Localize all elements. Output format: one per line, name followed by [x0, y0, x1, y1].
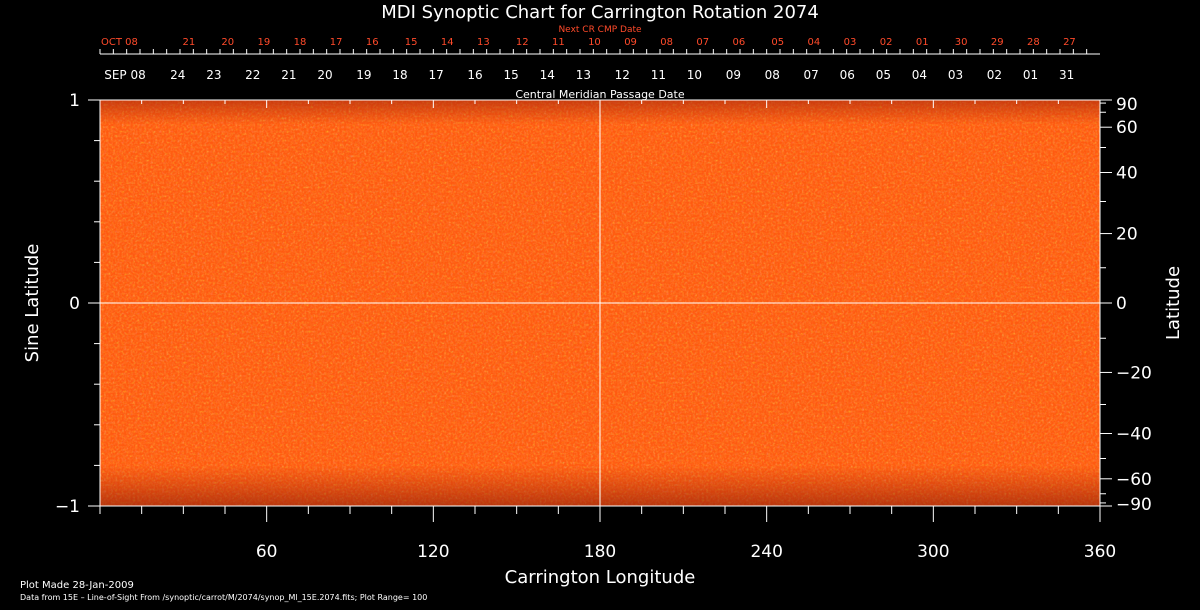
cmp-date-label: 21 [281, 68, 296, 82]
cmp-date-label: 12 [615, 68, 630, 82]
y-axis-right-label: Latitude [1163, 266, 1184, 340]
top-date-label: 11 [552, 37, 565, 48]
top-date-label: 16 [366, 37, 379, 48]
top-date-label: 10 [588, 37, 601, 48]
x-axis: 60 120 180 240 300 360 Carrington Longitude [99, 100, 1116, 588]
cmp-date-axis-title: Central Meridian Passage Date [515, 88, 684, 101]
top-axis-title: Next CR CMP Date [558, 25, 642, 35]
cmp-date-label: 14 [540, 68, 555, 82]
top-date-label: 27 [1063, 37, 1076, 48]
top-date-label: 09 [624, 37, 637, 48]
top-date-label: 02 [880, 37, 893, 48]
cmp-date-label: 20 [317, 68, 332, 82]
top-date-label: 19 [258, 37, 271, 48]
x-tick-label: 240 [750, 542, 782, 562]
x-tick-label: 120 [417, 542, 449, 562]
cmp-date-label: 08 [765, 68, 780, 82]
y-left-tick-label: 0 [69, 294, 80, 314]
cmp-date-label: 02 [987, 68, 1002, 82]
cmp-date-label: 15 [503, 68, 518, 82]
cmp-date-label: 07 [803, 68, 818, 82]
y-right-tick-label: −90 [1116, 495, 1152, 515]
top-date-label: 21 [183, 37, 196, 48]
x-tick-label: 180 [584, 542, 616, 562]
top-date-label: 18 [294, 37, 307, 48]
cmp-date-label: 11 [651, 68, 666, 82]
grid-lines [100, 100, 1100, 506]
cmp-date-label: 16 [467, 68, 482, 82]
chart-title: MDI Synoptic Chart for Carrington Rotati… [381, 2, 819, 23]
cmp-date-label: 22 [245, 68, 260, 82]
cmp-date-axis: SEP 08 24 23 22 21 20 19 18 17 16 15 14 13 12 11 10 09 08… [104, 68, 1074, 101]
y-right-tick-label: 40 [1116, 164, 1138, 184]
y-right-tick-label: −20 [1116, 363, 1152, 383]
top-date-label: 05 [771, 37, 784, 48]
top-date-label: 28 [1027, 37, 1040, 48]
y-right-tick-label: 90 [1116, 95, 1138, 115]
cmp-date-label: SEP 08 [104, 68, 146, 82]
cmp-date-label: 18 [392, 68, 407, 82]
top-date-label: 08 [660, 37, 673, 48]
x-tick-label: 360 [1084, 542, 1116, 562]
y-right-tick-label: 60 [1116, 118, 1138, 138]
y-right-tick-label: 20 [1116, 225, 1138, 245]
y-left-tick-label: 1 [69, 91, 80, 111]
top-date-label: 14 [441, 37, 454, 48]
cmp-date-label: 10 [687, 68, 702, 82]
y-right-tick-label: −60 [1116, 470, 1152, 490]
top-date-label: 12 [516, 37, 529, 48]
top-date-label: 04 [808, 37, 821, 48]
top-date-label: 01 [916, 37, 929, 48]
cmp-date-label: 04 [912, 68, 927, 82]
top-date-label: 17 [330, 37, 343, 48]
cmp-date-label: 05 [876, 68, 891, 82]
cmp-date-label: 01 [1023, 68, 1038, 82]
top-date-label: 20 [221, 37, 234, 48]
cmp-date-label: 03 [948, 68, 963, 82]
cmp-date-label: 19 [356, 68, 371, 82]
y-left-tick-label: −1 [55, 497, 80, 517]
cmp-date-label: 23 [206, 68, 221, 82]
cmp-date-label: 17 [428, 68, 443, 82]
y-axis-right: 90 60 40 20 0 −20 −40 −60 −90 Latitude [1100, 95, 1184, 515]
data-source-note: Data from 15E – Line-of-Sight From /syno… [20, 593, 427, 602]
y-axis-left-label: Sine Latitude [22, 244, 43, 363]
cmp-date-label: 06 [840, 68, 855, 82]
cmp-date-label: 13 [576, 68, 591, 82]
x-axis-label: Carrington Longitude [505, 567, 696, 588]
cmp-date-label: 31 [1059, 68, 1074, 82]
top-date-label: 07 [696, 37, 709, 48]
top-date-label: 06 [733, 37, 746, 48]
plot-made-note: Plot Made 28-Jan-2009 [20, 580, 134, 591]
top-date-axis: OCT 08 21 20 19 18 17 16 15 14 13 12 11 10 09 08 07 06 05… [99, 37, 1100, 55]
y-right-tick-label: 0 [1116, 294, 1127, 314]
x-tick-label: 60 [256, 542, 278, 562]
cmp-date-label: 09 [726, 68, 741, 82]
top-date-label: OCT 08 [101, 37, 138, 48]
top-date-label: 30 [955, 37, 968, 48]
top-date-label: 15 [405, 37, 418, 48]
y-right-tick-label: −40 [1116, 424, 1152, 444]
cmp-date-label: 24 [170, 68, 185, 82]
x-tick-label: 300 [917, 542, 949, 562]
y-axis-left: 1 0 −1 Sine Latitude [22, 91, 100, 517]
top-date-label: 13 [477, 37, 490, 48]
top-date-label: 03 [844, 37, 857, 48]
top-date-label: 29 [991, 37, 1004, 48]
